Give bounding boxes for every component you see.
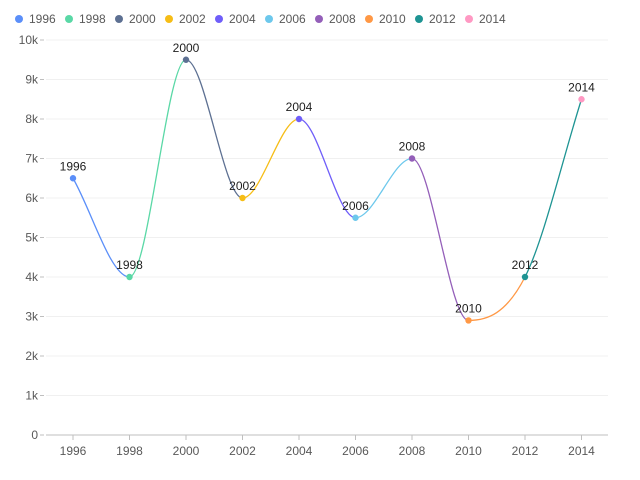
data-point-2006[interactable]: [352, 214, 359, 221]
data-point-2012[interactable]: [521, 273, 529, 281]
legend-item-1996[interactable]: 1996: [15, 12, 56, 26]
line-segment-2004: [298, 118, 356, 219]
line-segment-2002: [242, 118, 300, 199]
data-point-2002[interactable]: [239, 194, 246, 202]
x-tick-label-2004: 2004: [286, 444, 313, 458]
legend-item-2010[interactable]: 2010: [365, 12, 406, 26]
legend-label-2000: 2000: [129, 12, 156, 26]
x-axis: 1996 1998 2000 2002 2004 2006 2008 2010 2012 2014: [46, 434, 608, 458]
legend-item-2008[interactable]: 2008: [315, 12, 356, 26]
y-tick-label-4k: 4k: [25, 270, 39, 284]
data-label-2012: 2012: [512, 258, 539, 272]
x-tick-label-2012: 2012: [512, 444, 539, 458]
legend-item-2006[interactable]: 2006: [265, 12, 306, 26]
legend-item-2002[interactable]: 2002: [165, 12, 206, 26]
x-tick-label-2006: 2006: [342, 444, 369, 458]
line-segment-2008: [411, 157, 469, 322]
legend-marker-2014: [465, 15, 473, 23]
data-point-1998[interactable]: [126, 273, 133, 281]
y-tick-label-7k: 7k: [25, 152, 39, 166]
legend-marker-2008: [315, 15, 323, 23]
y-tick-label-2k: 2k: [25, 349, 39, 363]
legend-marker-2010: [365, 15, 373, 23]
line-segment-1996: [72, 177, 130, 278]
data-point-2010[interactable]: [465, 317, 472, 324]
data-label-2004: 2004: [286, 100, 313, 114]
line-segment-2006: [355, 157, 413, 219]
legend-label-2006: 2006: [279, 12, 306, 26]
data-point-2014[interactable]: [578, 96, 585, 103]
legend-label-1996: 1996: [29, 12, 56, 26]
y-tick-label-10k: 10k: [19, 33, 39, 47]
data-point-1996[interactable]: [69, 175, 77, 182]
x-tick-label-2008: 2008: [399, 444, 426, 458]
y-tick-label-9k: 9k: [25, 73, 39, 87]
y-tick-label-1k: 1k: [25, 389, 39, 403]
legend-item-2014[interactable]: 2014: [465, 12, 506, 26]
series-line: [72, 59, 583, 322]
legend-marker-2000: [115, 15, 123, 23]
data-label-1998: 1998: [116, 258, 143, 272]
legend-label-2004: 2004: [229, 12, 256, 26]
x-tick-label-2014: 2014: [568, 444, 595, 458]
data-label-2006: 2006: [342, 199, 369, 213]
y-tick-label-5k: 5k: [25, 231, 39, 245]
legend-label-2008: 2008: [329, 12, 356, 26]
x-tick-label-1996: 1996: [60, 444, 87, 458]
line-segment-2012: [524, 99, 583, 278]
data-point-2008[interactable]: [408, 155, 416, 162]
data-label-2002: 2002: [229, 179, 256, 193]
legend-label-2002: 2002: [179, 12, 206, 26]
legend-label-1998: 1998: [79, 12, 106, 26]
legend-marker-1996: [15, 15, 23, 23]
legend-marker-2006: [265, 15, 273, 23]
y-axis: 0 1k 2k 3k 4k 5k 6k 7k 8k 9k 10k: [19, 33, 44, 442]
x-tick-label-2002: 2002: [229, 444, 256, 458]
data-label-2014: 2014: [568, 80, 595, 94]
legend-item-2000[interactable]: 2000: [115, 12, 156, 26]
line-segment-1998: [129, 59, 187, 278]
legend-item-2012[interactable]: 2012: [415, 12, 456, 26]
y-tick-label-3k: 3k: [25, 310, 39, 324]
legend-label-2012: 2012: [429, 12, 456, 26]
data-point-2004[interactable]: [295, 115, 303, 123]
legend-item-2004[interactable]: 2004: [215, 12, 256, 26]
legend-item-1998[interactable]: 1998: [65, 12, 106, 26]
data-label-1996: 1996: [60, 159, 87, 173]
data-label-2008: 2008: [399, 140, 426, 154]
legend-marker-2002: [165, 15, 173, 23]
y-tick-label-0: 0: [31, 428, 38, 442]
legend: 1996 1998 2000 2002 2004 2006 2008 2010 2012 2014: [15, 12, 506, 26]
data-label-2010: 2010: [455, 301, 482, 315]
data-point-2000[interactable]: [182, 56, 190, 63]
legend-marker-2012: [415, 15, 423, 23]
data-points: [69, 56, 585, 324]
line-segment-2000: [185, 59, 243, 199]
data-labels: 1996 1998 2000 2002 2004 2006 2008 2010 2012 2014: [60, 41, 596, 316]
x-tick-label-2010: 2010: [455, 444, 482, 458]
line-segment-2010: [468, 276, 526, 322]
legend-label-2014: 2014: [479, 12, 506, 26]
x-tick-label-2000: 2000: [173, 444, 200, 458]
data-label-2000: 2000: [173, 41, 200, 55]
legend-marker-1998: [65, 15, 73, 23]
legend-label-2010: 2010: [379, 12, 406, 26]
x-tick-label-1998: 1998: [116, 444, 143, 458]
legend-marker-2004: [215, 15, 223, 23]
grid-lines: [46, 39, 608, 396]
y-tick-label-8k: 8k: [25, 112, 39, 126]
y-tick-label-6k: 6k: [25, 191, 39, 205]
